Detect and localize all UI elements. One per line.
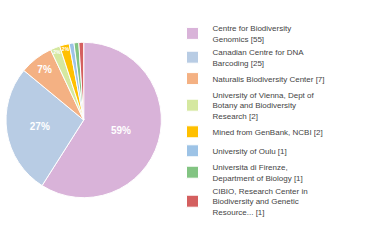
svg-text:Universita di Firenze,Departme: Universita di Firenze,Department of Biol… [213, 163, 303, 182]
svg-text:2%: 2% [62, 46, 70, 52]
svg-text:Centre for BiodiversityGenomic: Centre for BiodiversityGenomics [55] [213, 24, 292, 43]
svg-text:University of Oulu [1]: University of Oulu [1] [213, 147, 287, 156]
svg-text:CIBIO, Research Center inBiodi: CIBIO, Research Center inBiodiversity an… [213, 187, 308, 217]
svg-text:Naturalis Biodiversity Center: Naturalis Biodiversity Center [7] [213, 75, 325, 84]
svg-text:University of Vienna, Dept ofB: University of Vienna, Dept ofBotany and … [213, 91, 315, 121]
svg-text:7%: 7% [37, 64, 52, 75]
svg-text:Canadian Centre for DNABarcodi: Canadian Centre for DNABarcoding [25] [213, 48, 305, 67]
svg-text:2%: 2% [53, 49, 61, 55]
svg-text:27%: 27% [30, 121, 50, 132]
svg-text:Mined from GenBank, NCBI [2]: Mined from GenBank, NCBI [2] [213, 128, 323, 137]
svg-text:59%: 59% [111, 125, 131, 136]
